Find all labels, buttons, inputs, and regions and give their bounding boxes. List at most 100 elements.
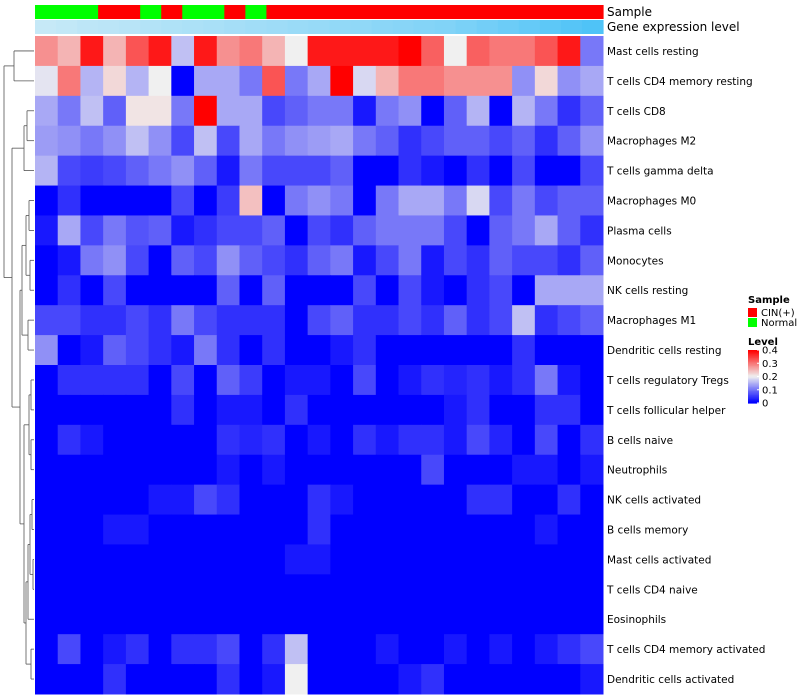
heatmap-cell: [171, 544, 195, 575]
row-label: Mast cells resting: [607, 46, 699, 58]
heatmap-cell: [262, 125, 286, 157]
heatmap-cell: [35, 185, 59, 216]
heatmap-cell: [148, 424, 172, 456]
legend-swatch: [748, 318, 757, 327]
heatmap-cell: [375, 365, 400, 396]
legend-gradient-step: [748, 356, 759, 359]
heatmap-cell: [353, 544, 377, 575]
heatmap-cell: [307, 574, 331, 605]
heatmap-cell: [216, 155, 240, 187]
heatmap-cell: [216, 65, 240, 97]
legend: Sample CIN(+)Normal Level 0.4 0.3 0.2 0.1 0: [748, 295, 797, 410]
heatmap-cell: [580, 394, 604, 426]
expression-bar-cell: [287, 20, 310, 34]
heatmap-cell: [80, 664, 104, 695]
expression-bar-cell: [413, 20, 436, 34]
heatmap-cell: [148, 185, 172, 216]
heatmap-cell: [466, 454, 490, 486]
heatmap-cell: [262, 574, 286, 605]
heatmap-cell: [194, 634, 218, 665]
heatmap-cell: [284, 604, 309, 635]
heatmap-cell: [80, 544, 104, 575]
heatmap-cell: [512, 125, 536, 157]
heatmap-cell: [512, 275, 536, 306]
heatmap-cell: [171, 394, 195, 426]
heatmap-cell: [125, 95, 150, 127]
heatmap-cell: [557, 514, 581, 545]
legend-gradient-step: [748, 375, 759, 378]
heatmap-cell: [330, 365, 354, 396]
heatmap-cell: [216, 604, 240, 635]
sample-bar-cell: [308, 5, 331, 19]
heatmap-cell: [421, 604, 445, 635]
heatmap-cell: [171, 664, 195, 695]
heatmap-cell: [35, 125, 59, 157]
heatmap-cell: [489, 155, 513, 187]
heatmap-cell: [125, 185, 150, 216]
heatmap-cell: [171, 36, 195, 67]
heatmap-cell: [534, 125, 559, 157]
heatmap-cell: [216, 394, 240, 426]
heatmap-cell: [557, 634, 581, 665]
heatmap-cell: [171, 275, 195, 306]
heatmap-cell: [489, 335, 513, 366]
heatmap-cell: [353, 514, 377, 545]
heatmap-cell: [489, 454, 513, 486]
heatmap-cell: [443, 574, 468, 605]
heatmap-cell: [216, 95, 240, 127]
heatmap-cell: [216, 544, 240, 575]
heatmap-cell: [194, 305, 218, 336]
heatmap-cell: [489, 484, 513, 516]
row-label: Macrophages M1: [607, 315, 696, 327]
heatmap-cell: [239, 634, 263, 665]
heatmap-cell: [489, 36, 513, 67]
heatmap-cell: [262, 634, 286, 665]
heatmap-cell: [307, 634, 331, 665]
heatmap-cell: [262, 305, 286, 336]
heatmap-cell: [284, 664, 309, 695]
heatmap-cell: [443, 424, 468, 456]
heatmap-cell: [35, 604, 59, 635]
heatmap-cell: [489, 514, 513, 545]
heatmap-cell: [194, 215, 218, 246]
heatmap-cell: [534, 275, 559, 306]
heatmap-cell: [443, 335, 468, 366]
heatmap-cells: [35, 36, 604, 695]
row-label: T cells CD4 naive: [606, 584, 698, 596]
heatmap-cell: [443, 365, 468, 396]
legend-gradient-step: [748, 396, 759, 399]
legend-gradient-step: [748, 384, 759, 387]
heatmap-cell: [148, 95, 172, 127]
heatmap-cell: [216, 275, 240, 306]
heatmap-cell: [57, 215, 81, 246]
heatmap-cell: [80, 604, 104, 635]
heatmap-cell: [443, 275, 468, 306]
heatmap-cell: [512, 604, 536, 635]
heatmap-cell: [353, 604, 377, 635]
legend-gradient-step: [748, 360, 759, 363]
heatmap-cell: [57, 335, 81, 366]
heatmap-cell: [466, 365, 490, 396]
heatmap-cell: [80, 365, 104, 396]
heatmap-cell: [330, 574, 354, 605]
heatmap-cell: [57, 185, 81, 216]
heatmap-cell: [557, 424, 581, 456]
heatmap-cell: [103, 394, 127, 426]
expression-bar-cell: [77, 20, 99, 34]
heatmap-cell: [171, 365, 195, 396]
heatmap-cell: [580, 514, 604, 545]
heatmap-cell: [80, 245, 104, 276]
heatmap-cell: [398, 215, 422, 246]
heatmap-cell: [307, 65, 331, 97]
heatmap-cell: [534, 604, 559, 635]
legend-gradient-step: [748, 371, 759, 374]
heatmap-cell: [194, 185, 218, 216]
heatmap-cell: [580, 664, 604, 695]
heatmap-cell: [398, 365, 422, 396]
heatmap-cell: [57, 544, 81, 575]
legend-gradient-step: [748, 376, 759, 379]
heatmap-cell: [262, 604, 286, 635]
heatmap-cell: [307, 305, 331, 336]
heatmap-cell: [35, 574, 59, 605]
heatmap-cell: [57, 365, 81, 396]
